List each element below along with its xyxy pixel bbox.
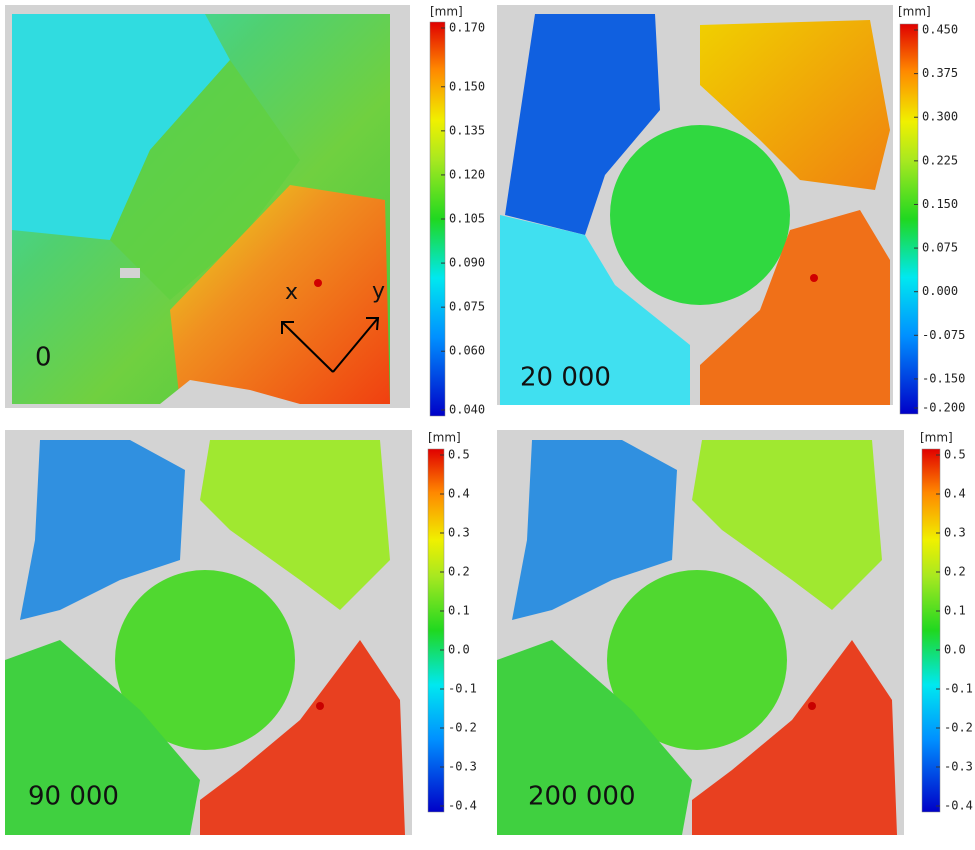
panel-4-image	[497, 430, 904, 835]
colorbar-tick-label: 0.135	[449, 123, 485, 137]
colorbar-tick-label: 0.120	[449, 167, 485, 181]
colorbar-tick-label: 0.3	[944, 526, 966, 540]
panel-label: 90 000	[28, 782, 119, 812]
colorbar-tick-label: 0.060	[449, 344, 485, 358]
colorbar-tick-label: -0.4	[448, 799, 477, 813]
colorbar	[921, 448, 941, 813]
colorbar-tick-label: 0.3	[448, 526, 470, 540]
colorbar-tick-label: 0.1	[944, 604, 966, 618]
colorbar-tick-label: -0.4	[944, 799, 973, 813]
colorbar-tick-label: -0.2	[448, 721, 477, 735]
colorbar-tick-label: 0.040	[449, 403, 485, 417]
colorbar-tick-label: -0.075	[922, 328, 965, 342]
colorbar-tick-label: -0.3	[944, 760, 973, 774]
colorbar-tick-label: 0.170	[449, 21, 485, 35]
colorbar-tick-label: 0.225	[922, 153, 958, 167]
colorbar-tick-label: 0.090	[449, 256, 485, 270]
colorbar-tick-label: -0.1	[448, 682, 477, 696]
colorbar-tick-label: -0.150	[922, 371, 965, 385]
colorbar-tick-label: 0.2	[448, 565, 470, 579]
colorbar-tick-label: -0.200	[922, 401, 965, 415]
colorbar-tick-label: -0.1	[944, 682, 973, 696]
colorbar-tick-label: 0.450	[922, 23, 958, 37]
colorbar-tick-label: 0.105	[449, 212, 485, 226]
colorbar-tick-label: 0.4	[944, 487, 966, 501]
panel-2-image	[497, 5, 893, 405]
unit-label: [mm]	[898, 5, 931, 19]
colorbar-tick-label: 0.2	[944, 565, 966, 579]
colorbar-tick-label: -0.2	[944, 721, 973, 735]
axis-arrow-label: x	[285, 280, 298, 305]
unit-label: [mm]	[920, 431, 953, 445]
colorbar	[427, 448, 445, 813]
panel-label: 20 000	[520, 363, 611, 393]
colorbar-tick-label: 0.075	[922, 241, 958, 255]
colorbar-tick-label: 0.0	[448, 643, 470, 657]
panel-1-image	[5, 5, 410, 408]
colorbar-tick-label: 0.5	[448, 448, 470, 462]
colorbar-tick-label: 0.375	[922, 66, 958, 80]
colorbar-tick-label: 0.0	[944, 643, 966, 657]
colorbar-tick-label: 0.1	[448, 604, 470, 618]
colorbar-tick-label: 0.4	[448, 487, 470, 501]
unit-label: [mm]	[430, 5, 463, 19]
panel-label: 0	[35, 343, 52, 373]
colorbar-tick-label: 0.5	[944, 448, 966, 462]
colorbar-tick-label: 0.150	[922, 197, 958, 211]
colorbar-tick-label: 0.075	[449, 300, 485, 314]
colorbar-tick-label: 0.000	[922, 284, 958, 298]
colorbar-tick-label: -0.3	[448, 760, 477, 774]
colorbar-tick-label: 0.300	[922, 110, 958, 124]
colorbar-tick-label: 0.150	[449, 79, 485, 93]
panel-3-image	[5, 430, 412, 835]
axis-arrow-label: y	[372, 279, 385, 304]
colorbar	[899, 23, 919, 415]
panel-label: 200 000	[528, 782, 636, 812]
unit-label: [mm]	[428, 431, 461, 445]
